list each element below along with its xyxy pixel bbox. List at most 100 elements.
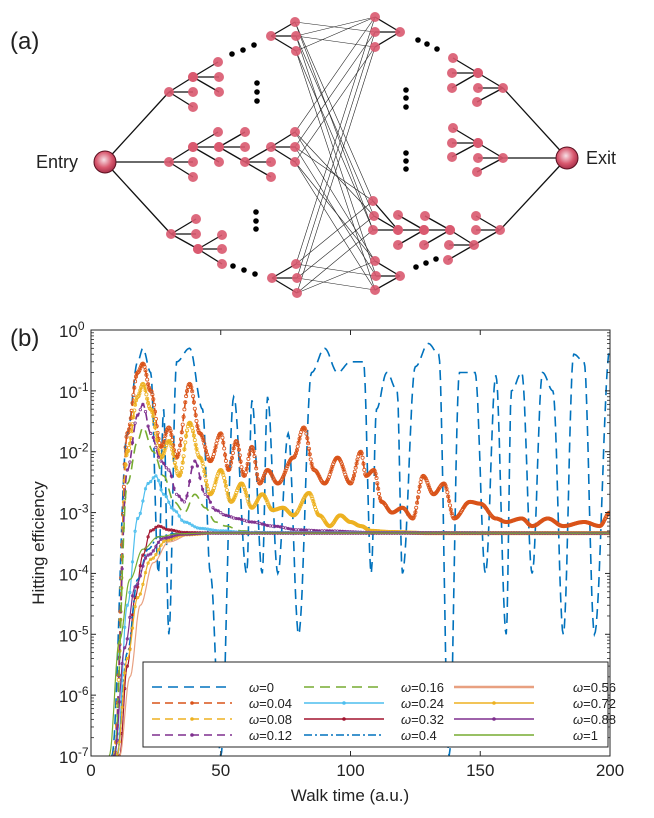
- data-point: [164, 430, 169, 435]
- data-point: [307, 452, 312, 457]
- data-point: [131, 415, 136, 420]
- data-point: [420, 474, 425, 479]
- data-point: [191, 394, 196, 399]
- data-point: [233, 439, 238, 444]
- tree-node: [448, 123, 458, 133]
- data-point: [226, 514, 231, 518]
- data-point: [164, 466, 168, 470]
- ellipsis-dot: [433, 256, 439, 262]
- glue-edge: [295, 35, 377, 277]
- tree-node: [217, 230, 227, 240]
- ellipsis-dot: [253, 226, 259, 232]
- data-point: [183, 440, 188, 445]
- network-diagram: (a) Entry Exit: [10, 12, 616, 298]
- ellipsis-dot: [403, 87, 409, 93]
- data-point: [219, 511, 223, 515]
- data-point: [145, 377, 150, 382]
- glue-edge: [294, 21, 376, 33]
- data-point: [261, 473, 266, 478]
- data-point: [344, 475, 349, 480]
- data-point: [191, 429, 196, 434]
- glue-edge: [294, 146, 377, 277]
- glue-edges: [294, 16, 377, 294]
- omega-symbol: ω: [401, 680, 411, 695]
- data-point: [188, 521, 192, 526]
- data-point: [239, 517, 244, 522]
- data-point: [302, 426, 307, 431]
- data-point: [162, 436, 167, 441]
- data-point: [229, 460, 234, 465]
- data-point: [133, 379, 138, 384]
- exit-label: Exit: [586, 148, 616, 168]
- data-point: [216, 509, 220, 513]
- tree-node: [217, 259, 227, 269]
- legend-item: ω=0.16: [304, 680, 444, 695]
- legend-label: ω=0.88: [573, 712, 616, 727]
- data-point: [164, 494, 168, 499]
- tree-node: [498, 83, 508, 93]
- ellipsis-dot: [424, 41, 430, 47]
- data-point: [308, 457, 313, 462]
- data-point: [447, 503, 452, 508]
- data-point: [162, 492, 166, 496]
- glue-edge: [294, 21, 374, 202]
- data-point: [170, 447, 175, 452]
- tree-node: [188, 102, 198, 112]
- data-point: [417, 484, 422, 489]
- tree-edge: [218, 131, 246, 148]
- data-point: [228, 464, 233, 469]
- glue-edge: [294, 161, 376, 291]
- data-point: [139, 382, 144, 387]
- x-tick-label: 200: [596, 761, 624, 780]
- legend-label: ω=1: [573, 728, 598, 743]
- data-point: [125, 431, 130, 436]
- legend-value: =0.24: [411, 696, 444, 711]
- tree-node: [472, 167, 482, 177]
- data-point: [167, 535, 171, 540]
- data-point: [146, 382, 151, 387]
- tree-node: [371, 271, 381, 281]
- data-point: [191, 400, 196, 405]
- tree-edge: [451, 72, 479, 89]
- data-point: [133, 585, 137, 589]
- data-point: [310, 465, 315, 470]
- data-point: [148, 388, 153, 393]
- data-point: [143, 368, 148, 373]
- data-point: [424, 478, 429, 483]
- glue-edge: [296, 260, 376, 294]
- x-tick-label: 50: [211, 761, 230, 780]
- data-point: [210, 457, 215, 462]
- data-point: [191, 433, 196, 438]
- tree-node: [214, 157, 224, 167]
- data-point: [171, 451, 176, 456]
- data-point: [376, 486, 381, 491]
- tree-node: [266, 31, 276, 41]
- data-point: [152, 402, 157, 407]
- series-0_04: [112, 361, 610, 756]
- data-point: [201, 464, 206, 469]
- data-point: [361, 461, 366, 466]
- data-point: [141, 402, 145, 406]
- data-point: [154, 552, 158, 557]
- tree-edge: [473, 229, 501, 246]
- x-tick-label: 0: [86, 761, 95, 780]
- data-point: [376, 491, 381, 496]
- tree-node: [193, 244, 203, 254]
- tree-node: [213, 127, 223, 137]
- tree-node: [370, 42, 380, 52]
- data-point: [125, 449, 130, 454]
- data-point: [141, 499, 145, 503]
- data-point: [263, 496, 268, 501]
- ellipsis-dot: [254, 89, 260, 95]
- data-point: [293, 453, 298, 458]
- data-point: [216, 471, 221, 476]
- tree-node: [240, 157, 250, 167]
- glue-edge: [295, 50, 376, 291]
- data-point: [150, 392, 155, 397]
- data-point: [149, 431, 153, 435]
- tree-edge: [218, 146, 246, 163]
- series-line: [111, 342, 610, 756]
- data-point: [237, 453, 242, 458]
- data-point: [281, 472, 286, 477]
- data-point: [231, 497, 236, 502]
